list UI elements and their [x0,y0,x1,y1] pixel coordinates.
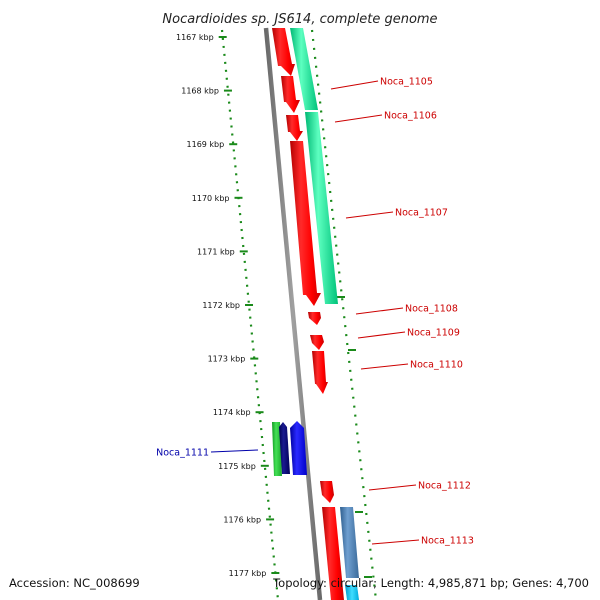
ruler-tick-label: 1171 kbp [197,247,235,256]
gene-feature [322,507,344,600]
gene-feature [290,421,307,475]
label-leader-line [334,114,383,123]
ruler-tick-label: 1172 kbp [202,301,240,310]
gene-feature [308,312,321,325]
gene-feature [340,507,359,578]
ruler-tick-label: 1175 kbp [218,462,256,471]
gene-labels: Noca_1105 Noca_1106 Noca_1107 Noca_1108 Noca… [156,77,474,547]
ruler-tick-label: 1174 kbp [213,408,251,417]
genome-backbone [263,27,323,600]
gene-feature [305,112,338,304]
gene-label: Noca_1111 [156,448,209,459]
label-leader-line [357,331,406,339]
label-leader-line [210,449,259,453]
gene-label: Noca_1105 [380,77,433,88]
gene-feature [345,585,359,600]
gene-feature [281,76,300,113]
gene-feature [290,141,321,306]
gene-label: Noca_1106 [384,111,437,122]
gene-feature [310,335,324,350]
gene-label: Noca_1113 [421,536,474,547]
gene-label: Noca_1107 [395,208,448,219]
gene-label: Noca_1108 [405,304,458,315]
gene-features [272,28,359,600]
gene-label: Noca_1109 [407,328,460,339]
gene-feature [320,481,334,503]
topology-summary: Topology: circular; Length: 4,985,871 bp… [273,576,589,590]
accession-text: Accession: NC_008699 [9,576,140,590]
ruler-tick-label: 1168 kbp [181,87,219,96]
gene-label: Noca_1112 [418,481,471,492]
gene-feature [312,351,328,394]
gene-label: Noca_1110 [410,360,463,371]
ruler-tick-label: 1173 kbp [208,355,246,364]
label-leader-line [371,539,420,545]
label-leader-line [355,307,404,315]
outer-guide-line [310,29,378,600]
ruler-tick-label: 1170 kbp [192,194,230,203]
label-leader-line [345,211,394,219]
gene-feature [272,422,282,476]
gene-feature [279,422,290,474]
ruler-tick-label: 1177 kbp [229,569,267,578]
gene-feature [272,28,295,76]
gene-feature [286,115,303,141]
position-ruler: 1167 kbp 1168 kbp 1169 kbp 1170 kbp 1171 kbp… [176,29,280,600]
ruler-tick-label: 1169 kbp [187,140,225,149]
ruler-tick-label: 1167 kbp [176,33,214,42]
guide-dots [310,29,378,600]
map-title: Nocardioides sp. JS614, complete genome [162,12,437,27]
label-leader-line [330,80,379,90]
label-leader-line [360,363,409,370]
gene-feature [290,28,318,110]
label-leader-line [368,484,417,491]
ruler-tick-label: 1176 kbp [223,515,261,524]
